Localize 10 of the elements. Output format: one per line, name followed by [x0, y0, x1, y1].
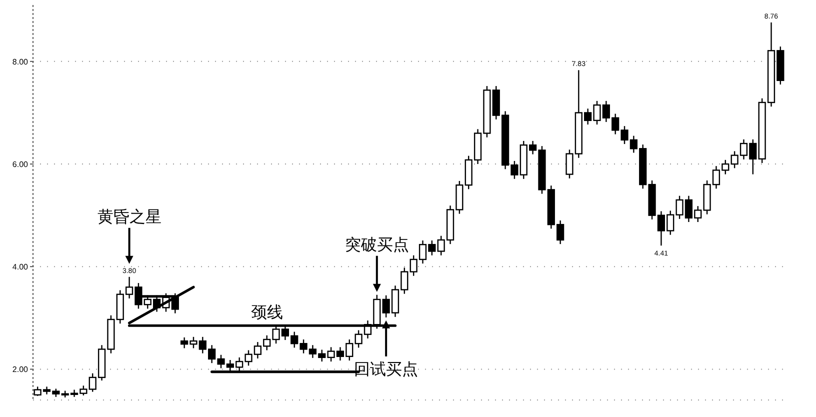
arrow-note: 突破买点 [344, 236, 409, 292]
y-tick-label: 8.00 [12, 57, 29, 66]
annotation: 回试买点 [354, 360, 418, 378]
annotation: 颈线 [250, 304, 283, 322]
y-tick-label: 6.00 [12, 160, 29, 170]
arrow-note: 黄昏之星 [97, 208, 162, 264]
annotation: 黄昏之星 [97, 208, 162, 226]
annotation: 突破买点 [344, 236, 409, 254]
y-tick-label: 2.00 [12, 365, 29, 374]
y-tick-label: 4.00 [12, 262, 29, 272]
